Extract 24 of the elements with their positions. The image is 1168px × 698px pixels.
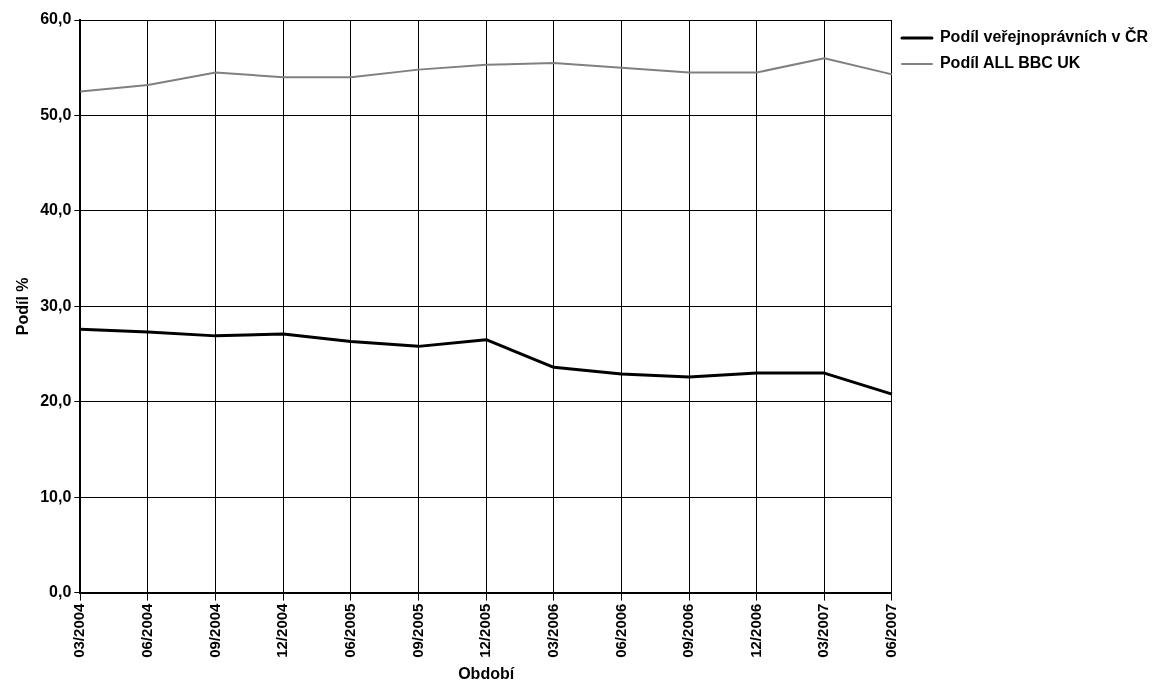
x-tick-label: 06/2006 bbox=[611, 603, 629, 658]
x-tick-label: 12/2005 bbox=[476, 603, 494, 658]
x-tick-label: 09/2005 bbox=[408, 603, 426, 658]
legend-label: Podíl veřejnoprávních v ČR bbox=[939, 27, 1149, 46]
y-tick-label: 10,0 bbox=[40, 487, 72, 505]
x-tick-label: 09/2006 bbox=[679, 603, 697, 658]
y-tick-label: 20,0 bbox=[40, 392, 72, 410]
x-tick-label: 06/2007 bbox=[882, 603, 900, 658]
y-tick-label: 60,0 bbox=[40, 10, 72, 28]
x-tick-label: 09/2004 bbox=[205, 602, 223, 658]
x-tick-label: 12/2006 bbox=[746, 603, 764, 658]
x-tick-label: 06/2004 bbox=[138, 602, 156, 658]
x-tick-label: 03/2004 bbox=[70, 602, 88, 658]
legend-label: Podíl ALL BBC UK bbox=[939, 54, 1081, 72]
x-tick-label: 03/2007 bbox=[814, 603, 832, 658]
y-tick-label: 50,0 bbox=[40, 105, 72, 123]
x-axis-title: Období bbox=[458, 664, 515, 682]
y-tick-label: 0,0 bbox=[49, 582, 72, 600]
y-axis-title: Podíl % bbox=[14, 277, 32, 336]
x-tick-label: 06/2005 bbox=[341, 603, 359, 658]
y-tick-label: 30,0 bbox=[40, 296, 72, 314]
x-tick-label: 12/2004 bbox=[273, 602, 291, 658]
y-tick-label: 40,0 bbox=[40, 201, 72, 219]
x-tick-label: 03/2006 bbox=[543, 603, 561, 658]
